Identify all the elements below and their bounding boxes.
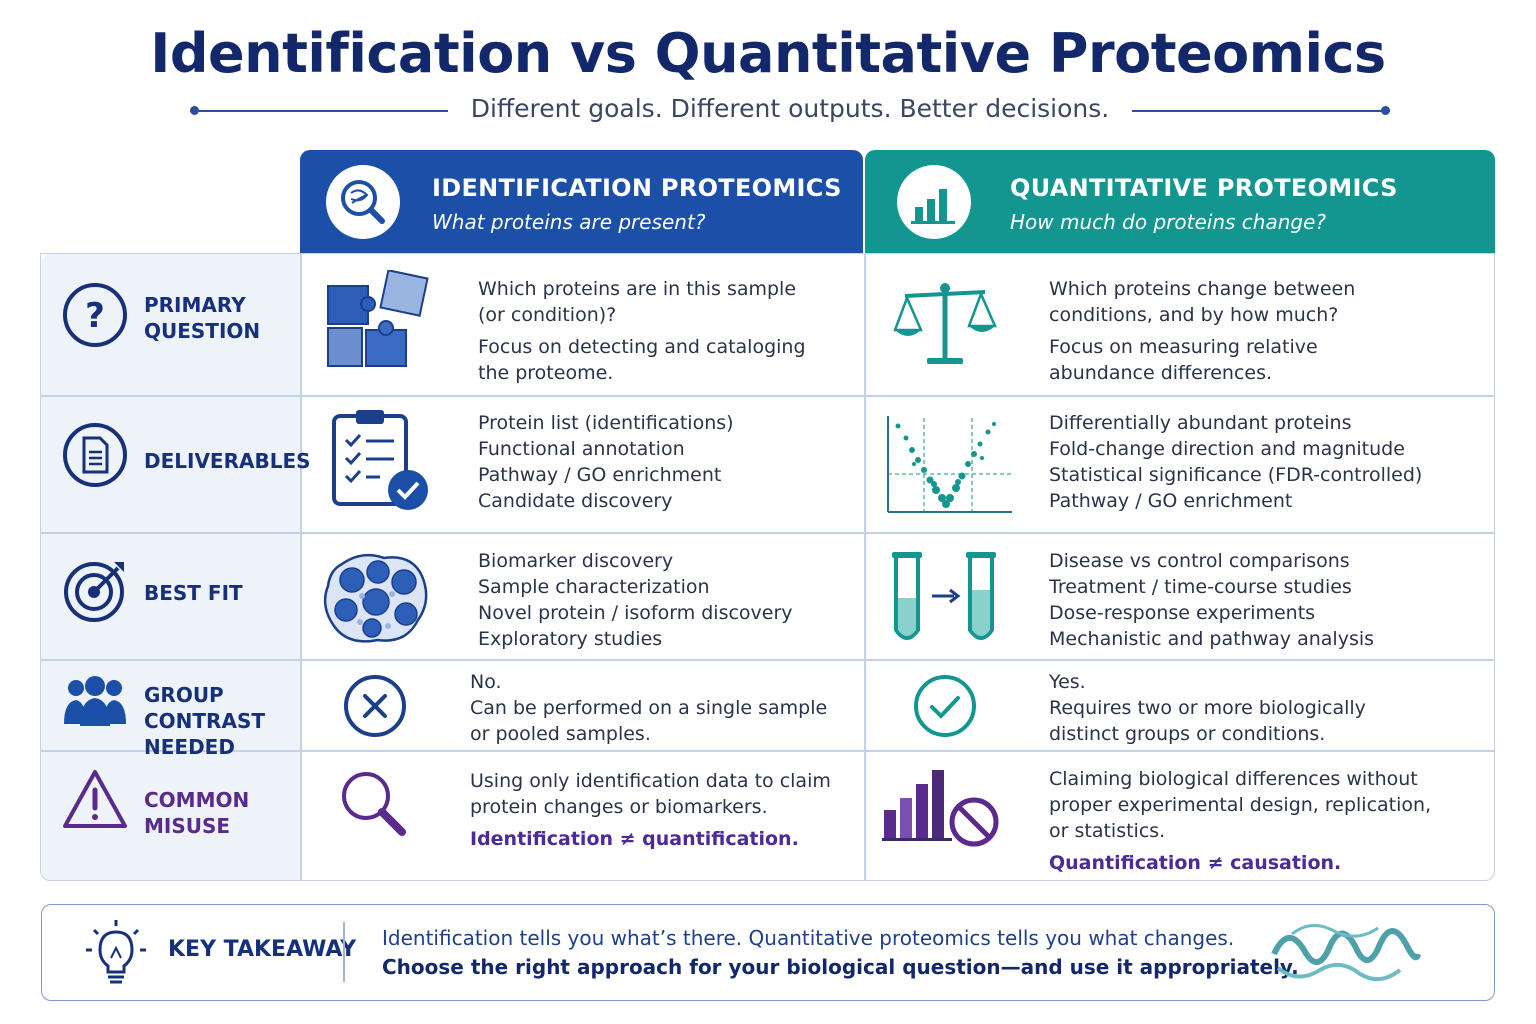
quantitative-group-contrast: Yes. Requires two or more biologically d… xyxy=(1049,671,1366,745)
quantitative-deliverables: Differentially abundant proteins Fold-ch… xyxy=(1049,412,1423,512)
identification-primary-question: Which proteins are in this sample (or co… xyxy=(478,278,806,384)
lightbulb-icon xyxy=(84,918,148,990)
identification-question: What proteins are present? xyxy=(432,210,706,234)
quantitative-common-misuse: Claiming biological differences without … xyxy=(1049,768,1432,874)
warning-triangle-icon xyxy=(62,768,128,834)
test-tubes-icon xyxy=(886,550,1006,652)
page-subtitle: Different goals. Different outputs. Bett… xyxy=(470,94,1110,123)
key-takeaway-box xyxy=(41,904,1495,1001)
quantitative-title: QUANTITATIVE PROTEOMICS xyxy=(1010,174,1398,202)
clipboard-check-icon xyxy=(330,406,430,518)
target-icon xyxy=(62,558,128,624)
people-group-icon xyxy=(62,674,128,740)
quantitative-question: How much do proteins change? xyxy=(1010,210,1326,234)
subtitle-row: Different goals. Different outputs. Bett… xyxy=(190,94,1390,128)
puzzle-icon xyxy=(326,269,430,374)
protein-ribbon-icon xyxy=(1268,914,1424,994)
magnifier-icon xyxy=(336,766,416,846)
quantitative-misuse-emphasis: Quantification ≠ causation. xyxy=(1049,852,1342,874)
row-divider xyxy=(40,532,1495,534)
identification-deliverables: Protein list (identifications) Functiona… xyxy=(478,412,734,512)
magnifier-protein-icon xyxy=(326,165,400,239)
document-circle-icon xyxy=(62,422,128,488)
takeaway-divider xyxy=(343,922,345,982)
row-label-group-contrast: GROUP CONTRAST NEEDED xyxy=(144,683,265,759)
identification-header: IDENTIFICATION PROTEOMICS What proteins … xyxy=(300,150,863,254)
takeaway-line-1: Identification tells you what’s there. Q… xyxy=(382,926,1235,950)
x-circle-icon xyxy=(342,673,408,743)
row-divider xyxy=(40,395,1495,397)
check-circle-icon xyxy=(912,673,978,743)
identification-group-contrast: No. Can be performed on a single sample … xyxy=(470,671,828,745)
takeaway-line-2: Choose the right approach for your biolo… xyxy=(382,955,1299,979)
cell-cluster-icon xyxy=(322,550,430,650)
comparison-table xyxy=(40,253,1495,881)
row-divider xyxy=(40,659,1495,661)
divider-line xyxy=(190,110,448,112)
question-circle-icon: ? xyxy=(62,282,128,348)
balance-scale-icon xyxy=(893,278,997,372)
row-label-common-misuse: COMMON MISUSE xyxy=(144,788,250,838)
key-takeaway-label: KEY TAKEAWAY xyxy=(168,937,357,962)
bars-prohibited-icon xyxy=(880,766,1004,854)
column-divider xyxy=(864,253,866,881)
row-label-deliverables: DELIVERABLES xyxy=(144,449,311,473)
volcano-plot-icon xyxy=(884,414,1014,522)
row-label-best-fit: BEST FIT xyxy=(144,581,243,605)
row-divider xyxy=(40,750,1495,752)
page-title: Identification vs Quantitative Proteomic… xyxy=(150,22,1386,85)
quantitative-header: QUANTITATIVE PROTEOMICS How much do prot… xyxy=(865,150,1495,254)
identification-misuse-emphasis: Identification ≠ quantification. xyxy=(470,828,799,850)
identification-common-misuse: Using only identification data to claim … xyxy=(470,770,831,850)
column-divider xyxy=(300,253,302,881)
bar-chart-icon xyxy=(897,165,971,239)
identification-best-fit: Biomarker discovery Sample characterizat… xyxy=(478,550,793,650)
quantitative-best-fit: Disease vs control comparisons Treatment… xyxy=(1049,550,1375,650)
quantitative-primary-question: Which proteins change between conditions… xyxy=(1049,278,1356,384)
divider-line xyxy=(1132,110,1390,112)
row-label-primary-question: PRIMARY QUESTION xyxy=(144,293,261,343)
divider-dot xyxy=(1381,106,1390,115)
identification-title: IDENTIFICATION PROTEOMICS xyxy=(432,174,842,202)
svg-text:?: ? xyxy=(85,296,105,336)
